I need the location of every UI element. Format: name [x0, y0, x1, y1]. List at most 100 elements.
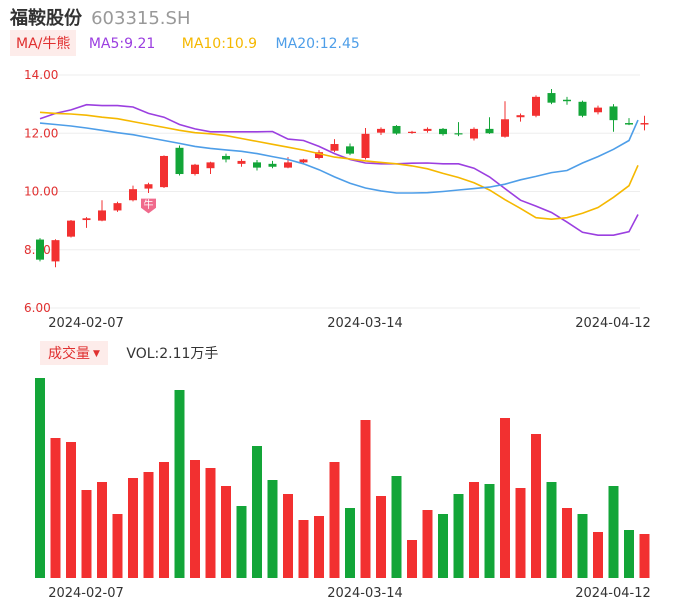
candle-body — [206, 162, 215, 169]
caret-down-icon: ▼ — [93, 349, 100, 359]
candle-body — [67, 220, 75, 237]
ma20-line — [39, 119, 639, 194]
candle-body — [361, 133, 370, 159]
volume-bar — [159, 462, 169, 578]
volume-bar — [515, 488, 526, 578]
candle-body — [160, 155, 168, 188]
price-y-tick-label: 14.00 — [24, 68, 58, 82]
volume-bar — [546, 482, 557, 578]
candle — [144, 182, 153, 193]
candle-body — [268, 163, 277, 167]
candle — [392, 125, 401, 135]
volume-bar — [143, 472, 154, 578]
volume-bar — [236, 506, 247, 578]
candle — [330, 139, 339, 153]
volume-bar — [376, 496, 386, 578]
candle-body — [222, 155, 230, 160]
candle-body — [377, 128, 385, 133]
candle — [563, 96, 571, 105]
price-x-axis: 2024-02-07 2024-03-14 2024-04-12 — [48, 316, 651, 331]
volume-bar — [97, 482, 107, 578]
volume-bar — [500, 418, 510, 578]
ma-indicator-tab[interactable]: MA/牛熊 — [10, 30, 77, 56]
candle-body — [423, 128, 432, 131]
candlestick-series — [36, 88, 649, 268]
volume-tag-label: 成交量 — [48, 346, 90, 362]
stock-name: 福鞍股份 — [10, 8, 82, 29]
volume-bar — [624, 530, 634, 578]
volume-legend: 成交量 ▼ VOL:2.11万手 — [40, 341, 218, 365]
candle — [423, 127, 432, 133]
candle — [268, 160, 277, 169]
volume-indicator-dropdown[interactable]: 成交量 ▼ — [40, 341, 108, 365]
candle — [516, 113, 525, 122]
candle — [98, 200, 106, 222]
candle — [191, 163, 199, 176]
candle-body — [191, 164, 199, 175]
candle-body — [439, 128, 447, 135]
candle-body — [532, 96, 540, 116]
candle-body — [98, 210, 106, 221]
price-y-tick-label: 12.00 — [24, 126, 58, 140]
volume-bar — [608, 486, 619, 578]
volume-x-tick-label: 2024-03-14 — [327, 586, 403, 601]
candle — [377, 127, 385, 135]
volume-bar — [50, 438, 61, 578]
candle-body — [346, 146, 354, 154]
candle-body — [36, 239, 44, 260]
candle-body — [516, 115, 525, 118]
volume-x-tick-label: 2024-04-12 — [575, 586, 651, 601]
candle — [113, 201, 122, 212]
volume-bar — [531, 434, 541, 578]
candle-body — [578, 101, 587, 116]
candle-body — [594, 107, 602, 113]
candle — [237, 158, 246, 167]
candle-body — [392, 125, 401, 134]
candle-body — [299, 159, 308, 163]
volume-bar — [345, 508, 355, 578]
candle — [253, 160, 261, 171]
volume-bar — [267, 480, 278, 578]
bull-marker-shield — [140, 197, 157, 215]
volume-bar — [562, 508, 572, 578]
candle-body — [129, 189, 137, 201]
candle-body — [609, 106, 618, 121]
ma20-label: MA20:12.45 — [275, 36, 360, 52]
volume-bar — [422, 510, 433, 578]
candle-body — [330, 144, 339, 151]
candle — [578, 100, 587, 118]
volume-bar — [438, 514, 448, 578]
candle-body — [51, 240, 60, 262]
candle-body — [315, 152, 323, 159]
candle — [439, 128, 447, 136]
stock-header: 福鞍股份 603315.SH — [10, 4, 191, 29]
volume-x-axis: 2024-02-07 2024-03-14 2024-04-12 — [48, 586, 651, 601]
volume-value: VOL:2.11万手 — [126, 346, 219, 362]
candle — [361, 128, 370, 160]
candle-body — [237, 160, 246, 164]
candle — [594, 105, 602, 115]
candle — [129, 185, 137, 202]
volume-bar — [35, 378, 45, 578]
candle — [315, 150, 323, 160]
candle — [67, 220, 75, 238]
candle-body — [640, 123, 649, 125]
candle — [609, 104, 618, 132]
candle-body — [408, 131, 416, 133]
candle — [82, 217, 91, 228]
volume-bars — [35, 378, 650, 578]
ma5-label: MA5:9.21 — [88, 36, 156, 52]
volume-bar — [81, 490, 92, 578]
volume-bar — [469, 482, 479, 578]
bull-marker: 牛 — [140, 197, 157, 215]
candle-body — [113, 203, 122, 211]
stock-code: 603315.SH — [91, 8, 191, 29]
candle — [501, 101, 509, 138]
price-grid — [24, 74, 640, 309]
volume-bar — [639, 534, 650, 578]
candle-body — [253, 162, 261, 168]
volume-bar — [283, 494, 293, 578]
volume-bar — [221, 486, 231, 578]
candle — [470, 127, 478, 141]
